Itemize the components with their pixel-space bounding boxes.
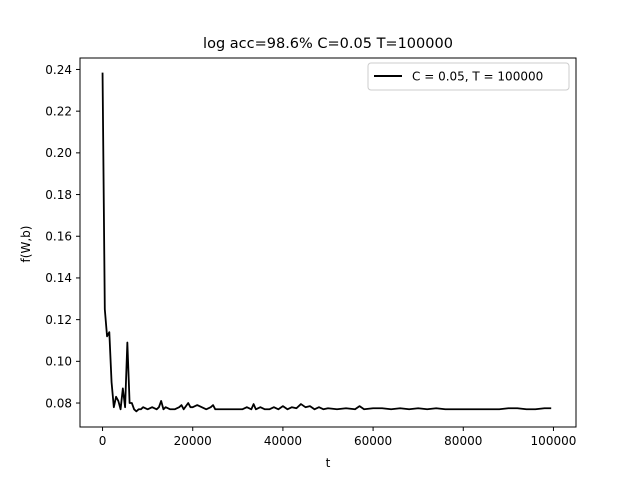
x-tick-label: 80000 <box>444 434 482 448</box>
series-layer <box>101 72 552 413</box>
series-line <box>101 72 552 413</box>
y-axis-label: f(W,b) <box>19 226 33 263</box>
y-tick-label: 0.08 <box>45 396 72 410</box>
legend-box <box>367 62 570 91</box>
y-tick-label: 0.10 <box>45 355 72 369</box>
y-tick-label: 0.18 <box>45 188 72 202</box>
x-tick-label: 20000 <box>174 434 212 448</box>
x-tick-label: 60000 <box>354 434 392 448</box>
chart-title: log acc=98.6% C=0.05 T=100000 <box>203 36 453 52</box>
y-tick-label: 0.24 <box>45 63 72 77</box>
x-tick-label: 0 <box>99 434 107 448</box>
x-axis-ticks: 0 20000 40000 60000 80000 100000 <box>99 427 577 448</box>
x-tick-label: 40000 <box>264 434 302 448</box>
x-tick-label: 100000 <box>531 434 577 448</box>
axes-frame <box>79 57 577 428</box>
x-axis-label: t <box>326 456 331 470</box>
legend: C = 0.05, T = 100000 <box>367 62 570 91</box>
legend-series-label: C = 0.05, T = 100000 <box>412 70 543 84</box>
y-tick-label: 0.14 <box>45 271 72 285</box>
y-tick-label: 0.22 <box>45 104 72 118</box>
plot-area <box>79 57 577 428</box>
y-axis-ticks: 0.08 0.10 0.12 0.14 0.16 0.18 0.20 0.22 0.24 <box>45 63 80 410</box>
y-tick-label: 0.20 <box>45 146 72 160</box>
y-tick-label: 0.16 <box>45 230 72 244</box>
y-tick-label: 0.12 <box>45 313 72 327</box>
